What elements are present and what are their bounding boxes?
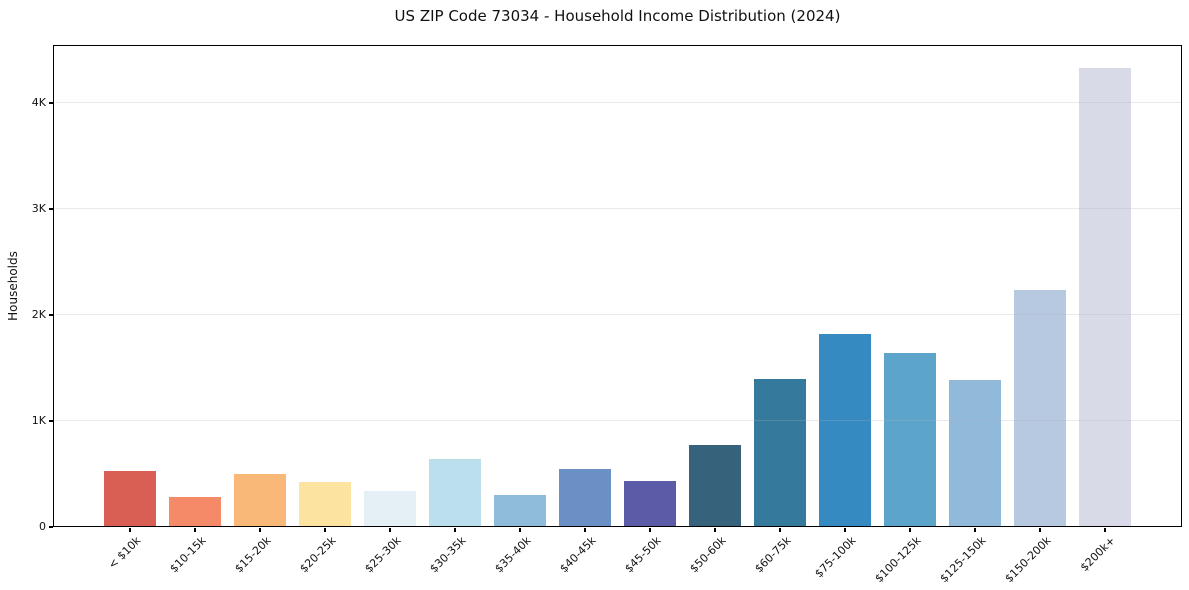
gridline-3000 (54, 208, 1181, 210)
bar--15-20k (233, 473, 287, 527)
x-tick-label: $45-50k (621, 534, 664, 576)
x-tick-mark (909, 528, 911, 532)
x-tick-mark (259, 528, 261, 532)
bar--45-50k (623, 481, 677, 527)
x-tick-label: $60-75k (751, 534, 794, 576)
x-tick-label: $200k+ (1078, 534, 1119, 575)
y-tick-mark (49, 314, 53, 316)
bar--10-15k (168, 497, 222, 527)
bar--40-45k (558, 468, 612, 527)
y-tick-label: 0 (39, 520, 46, 533)
x-tick-mark (454, 528, 456, 532)
bar--60-75k (753, 378, 807, 527)
x-tick-mark (129, 528, 131, 532)
y-tick-mark (49, 102, 53, 104)
bar--20-25k (298, 482, 352, 527)
x-tick-label: < $10k (105, 534, 144, 572)
x-tick-mark (584, 528, 586, 532)
x-tick-mark (779, 528, 781, 532)
x-tick-mark (519, 528, 521, 532)
x-tick-mark (389, 528, 391, 532)
bar--100-125k (883, 353, 937, 527)
x-tick-label: $150-200k (1002, 534, 1054, 586)
plot-area (53, 45, 1182, 527)
x-tick-mark (649, 528, 651, 532)
gridline-4000 (54, 102, 1181, 104)
x-tick-label: $25-30k (361, 534, 404, 576)
x-tick-label: $75-100k (811, 534, 859, 581)
x-tick-label: $125-150k (937, 534, 989, 586)
bar--10k (103, 470, 157, 527)
x-tick-mark (324, 528, 326, 532)
y-tick-label: 4K (31, 95, 46, 109)
x-tick-mark (844, 528, 846, 532)
x-tick-label: $15-20k (231, 534, 274, 576)
y-tick-label: 1K (31, 413, 46, 427)
bar--30-35k (428, 459, 482, 527)
x-tick-mark (194, 528, 196, 532)
bar--150-200k (1013, 289, 1067, 527)
x-tick-label: $10-15k (166, 534, 209, 576)
y-tick-mark (49, 420, 53, 422)
y-tick-label: 2K (31, 307, 46, 321)
bar--25-30k (363, 490, 417, 527)
x-tick-mark (1104, 528, 1106, 532)
x-tick-label: $40-45k (556, 534, 599, 576)
bar--50-60k (688, 445, 742, 527)
x-tick-label: $20-25k (296, 534, 339, 576)
x-tick-label: $30-35k (426, 534, 469, 576)
gridline-2000 (54, 314, 1181, 316)
chart-title: US ZIP Code 73034 - Household Income Dis… (394, 7, 841, 25)
y-tick-mark (49, 208, 53, 210)
bar--35-40k (493, 495, 547, 527)
x-tick-label: $100-125k (872, 534, 924, 586)
bar--75-100k (818, 334, 872, 527)
gridline-1000 (54, 420, 1181, 422)
x-tick-mark (1039, 528, 1041, 532)
x-tick-mark (974, 528, 976, 532)
x-tick-mark (714, 528, 716, 532)
bar--200k+ (1078, 68, 1132, 527)
bar--125-150k (948, 379, 1002, 527)
x-tick-label: $50-60k (686, 534, 729, 576)
x-tick-label: $35-40k (491, 534, 534, 576)
y-tick-label: 3K (31, 201, 46, 215)
y-tick-mark (49, 526, 53, 528)
